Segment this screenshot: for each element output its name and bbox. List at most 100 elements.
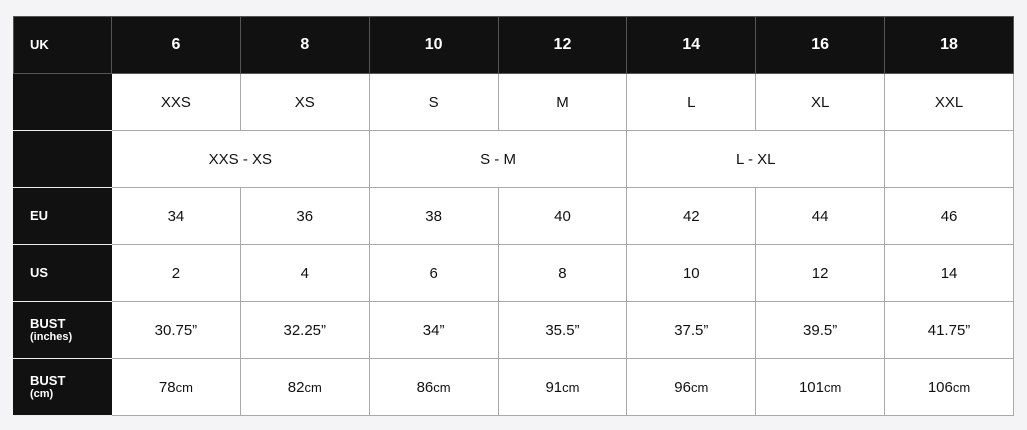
table-row: XXS XS S M L XL XXL bbox=[13, 73, 1014, 131]
row-label: BUST (inches) bbox=[13, 301, 112, 359]
cell-value: 37.5” bbox=[674, 321, 709, 339]
row-label: EU bbox=[13, 187, 112, 245]
table-cell: 40 bbox=[497, 187, 628, 245]
table-cell: 36 bbox=[239, 187, 370, 245]
uk-size-header: 8 bbox=[239, 16, 370, 74]
row-label bbox=[13, 73, 112, 131]
uk-size-header: 12 bbox=[497, 16, 628, 74]
cell-unit: cm bbox=[690, 379, 709, 395]
table-cell: 38 bbox=[368, 187, 499, 245]
table-cell: XL bbox=[755, 73, 886, 131]
table-cell: 6 bbox=[368, 244, 499, 302]
cell-value: 12 bbox=[811, 264, 829, 282]
cell-unit: cm bbox=[175, 379, 193, 395]
table-cell: 86cm bbox=[368, 358, 499, 416]
cell-value: L bbox=[687, 93, 696, 111]
table-cell: XXL bbox=[884, 73, 1014, 131]
cell-unit: cm bbox=[304, 379, 322, 395]
table-cell: 37.5” bbox=[626, 301, 757, 359]
table-row: US 2 4 6 8 10 12 14 bbox=[13, 244, 1014, 302]
table-cell: 82cm bbox=[239, 358, 370, 416]
uk-size-header: 18 bbox=[884, 16, 1014, 74]
cell-value: XXS bbox=[160, 93, 191, 111]
cell-value: 101 bbox=[798, 378, 824, 396]
cell-unit: cm bbox=[433, 379, 451, 395]
cell-value: 39.5” bbox=[803, 321, 838, 339]
cell-value: 34 bbox=[167, 207, 185, 225]
row-label-text: US bbox=[30, 265, 49, 280]
table-cell: S bbox=[368, 73, 499, 131]
uk-size-header: 6 bbox=[111, 16, 241, 74]
table-cell: 12 bbox=[755, 244, 886, 302]
row-label-uk: UK bbox=[13, 16, 112, 74]
uk-size-header: 10 bbox=[368, 16, 499, 74]
table-cell: XXS - XS bbox=[111, 130, 370, 188]
cell-value: 2 bbox=[171, 264, 181, 282]
cell-value: 36 bbox=[296, 207, 314, 225]
cell-value: M bbox=[556, 93, 569, 111]
table-cell: 91cm bbox=[497, 358, 628, 416]
cell-value: 40 bbox=[554, 207, 571, 225]
table-cell: 106cm bbox=[884, 358, 1014, 416]
cell-value: 14 bbox=[940, 264, 958, 282]
table-cell: XXS bbox=[111, 73, 241, 131]
cell-value: S bbox=[428, 93, 439, 111]
cell-value: 38 bbox=[425, 207, 442, 225]
table-cell: 96cm bbox=[626, 358, 757, 416]
cell-value: 41.75” bbox=[927, 321, 971, 339]
uk-size-header: 16 bbox=[755, 16, 886, 74]
cell-value: 96 bbox=[674, 378, 691, 396]
cell-value: 106 bbox=[927, 378, 953, 396]
table-cell: 44 bbox=[755, 187, 886, 245]
table-cell: 32.25” bbox=[239, 301, 370, 359]
cell-value: 6 bbox=[429, 264, 438, 282]
cell-value: 34” bbox=[422, 321, 445, 339]
table-cell: 34 bbox=[111, 187, 241, 245]
cell-value: 78 bbox=[158, 378, 176, 396]
cell-value: S - M bbox=[480, 150, 516, 168]
row-label: BUST (cm) bbox=[13, 358, 112, 416]
cell-value: 44 bbox=[811, 207, 829, 225]
row-label-text: BUST bbox=[30, 372, 66, 388]
cell-unit: cm bbox=[952, 379, 971, 395]
row-label-text: EU bbox=[30, 208, 49, 223]
table-cell: S - M bbox=[368, 130, 628, 188]
size-chart-table: UK 6 8 10 12 14 16 18 XXS XS S M L XL XXL XXS - XS S - M… bbox=[13, 16, 1014, 416]
cell-value: 10 bbox=[682, 264, 700, 282]
table-cell: 78cm bbox=[111, 358, 241, 416]
table-cell bbox=[884, 130, 1014, 188]
row-label-unit: (inches) bbox=[30, 330, 73, 343]
cell-value: 32.25” bbox=[283, 321, 327, 339]
row-label: US bbox=[13, 244, 112, 302]
cell-value: 82 bbox=[287, 378, 305, 396]
table-cell: 4 bbox=[239, 244, 370, 302]
header-row: UK 6 8 10 12 14 16 18 bbox=[13, 16, 1014, 74]
cell-value: 4 bbox=[300, 264, 309, 282]
table-cell: 2 bbox=[111, 244, 241, 302]
row-label-unit: (cm) bbox=[30, 387, 54, 400]
cell-value: 86 bbox=[416, 378, 434, 396]
cell-unit: cm bbox=[562, 379, 580, 395]
cell-value: 46 bbox=[940, 207, 958, 225]
uk-size-header: 14 bbox=[626, 16, 757, 74]
table-cell: 30.75” bbox=[111, 301, 241, 359]
table-cell: 42 bbox=[626, 187, 757, 245]
table-cell: 35.5” bbox=[497, 301, 628, 359]
cell-value: 42 bbox=[682, 207, 700, 225]
cell-value: 35.5” bbox=[545, 321, 580, 339]
cell-value: XXS - XS bbox=[208, 150, 273, 168]
cell-unit: cm bbox=[823, 379, 842, 395]
table-row: XXS - XS S - M L - XL bbox=[13, 130, 1014, 188]
table-cell: 41.75” bbox=[884, 301, 1014, 359]
table-cell: 14 bbox=[884, 244, 1014, 302]
cell-value: L - XL bbox=[735, 150, 776, 168]
table-row: EU 34 36 38 40 42 44 46 bbox=[13, 187, 1014, 245]
table-cell: 101cm bbox=[755, 358, 886, 416]
row-label bbox=[13, 130, 112, 188]
cell-value: XXL bbox=[934, 93, 964, 111]
cell-value: XS bbox=[294, 93, 315, 111]
table-row: BUST (inches) 30.75” 32.25” 34” 35.5” 37.5” 39.… bbox=[13, 301, 1014, 359]
table-row: BUST (cm) 78cm 82cm 86cm 91cm 96cm 101cm 106cm bbox=[13, 358, 1014, 416]
table-cell: 39.5” bbox=[755, 301, 886, 359]
cell-value: 8 bbox=[558, 264, 567, 282]
